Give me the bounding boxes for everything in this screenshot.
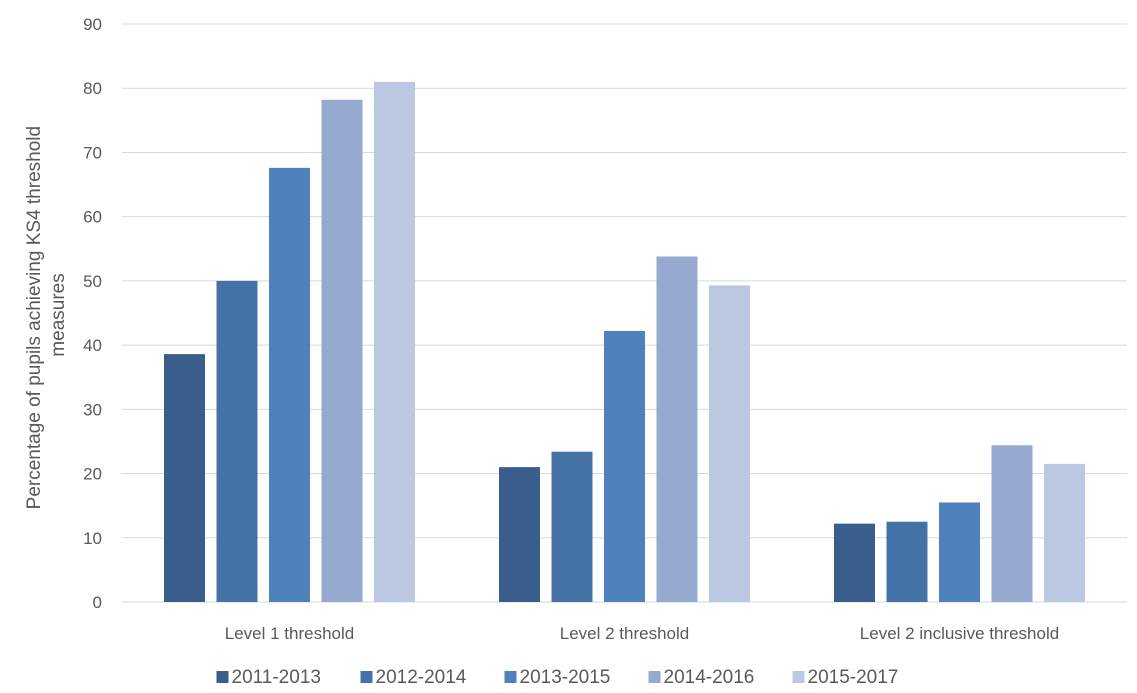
legend-label: 2013-2015 — [520, 667, 611, 688]
x-category-label: Level 2 threshold — [560, 624, 689, 643]
bar-2013-2015-level-1-threshold — [269, 167, 310, 602]
legend-label: 2012-2014 — [376, 667, 467, 688]
bar-2013-2015-level-2-threshold — [604, 330, 645, 602]
legend-label: 2011-2013 — [232, 667, 321, 688]
y-tick-label: 80 — [83, 79, 102, 98]
legend-item: 2015-2017 — [792, 667, 899, 688]
legend-swatch — [504, 671, 517, 683]
bar-2012-2014-level-2-threshold — [551, 451, 593, 602]
bar-2011-2013-level-2-threshold — [499, 467, 540, 602]
bar-2015-2017-level-2-inclusive-threshold — [1044, 463, 1085, 602]
y-tick-label: 0 — [93, 593, 102, 612]
legend-item: 2013-2015 — [504, 667, 611, 688]
bar-2013-2015-level-2-inclusive-threshold — [939, 502, 980, 602]
y-tick-label: 30 — [83, 400, 102, 419]
y-axis-title-line-2: measures — [48, 273, 69, 356]
legend-item: 2012-2014 — [360, 667, 467, 688]
y-tick-label: 20 — [83, 465, 102, 484]
y-axis-ticks: 0 10 20 30 40 50 60 70 80 90 — [83, 15, 102, 612]
legend-swatch — [360, 671, 373, 683]
bar-2014-2016-level-1-threshold — [321, 99, 363, 602]
legend-label: 2015-2017 — [808, 667, 899, 688]
y-tick-label: 10 — [83, 529, 102, 548]
x-category-label: Level 2 inclusive threshold — [860, 624, 1059, 643]
y-tick-label: 60 — [83, 208, 102, 227]
bars — [164, 81, 1085, 603]
legend-swatch — [648, 671, 661, 683]
y-tick-label: 50 — [83, 272, 102, 291]
legend: 2011-2013 2012-2014 2013-2015 2014-2016 2015… — [216, 667, 899, 688]
bar-2014-2016-level-2-threshold — [656, 256, 698, 602]
legend-item: 2011-2013 — [216, 667, 321, 688]
y-tick-label: 40 — [83, 336, 102, 355]
y-axis-title-line-1: Percentage of pupils achieving KS4 thres… — [24, 126, 45, 509]
legend-item: 2014-2016 — [648, 667, 755, 688]
bar-2015-2017-level-1-threshold — [374, 81, 415, 603]
legend-label: 2014-2016 — [664, 667, 755, 688]
legend-swatch — [792, 671, 805, 683]
bar-2011-2013-level-2-inclusive-threshold — [834, 523, 875, 602]
x-category-label: Level 1 threshold — [225, 624, 354, 643]
bar-2012-2014-level-1-threshold — [216, 280, 258, 602]
bar-2014-2016-level-2-inclusive-threshold — [991, 445, 1033, 602]
bar-2015-2017-level-2-threshold — [709, 285, 750, 602]
bar-2011-2013-level-1-threshold — [164, 354, 205, 602]
y-tick-label: 90 — [83, 15, 102, 34]
y-axis-title: Percentage of pupils achieving KS4 thres… — [24, 121, 69, 510]
legend-swatch — [216, 671, 229, 683]
y-tick-label: 70 — [83, 143, 102, 162]
x-axis-categories: Level 1 threshold Level 2 threshold Level … — [225, 624, 1059, 643]
bar-2012-2014-level-2-inclusive-threshold — [886, 521, 928, 602]
